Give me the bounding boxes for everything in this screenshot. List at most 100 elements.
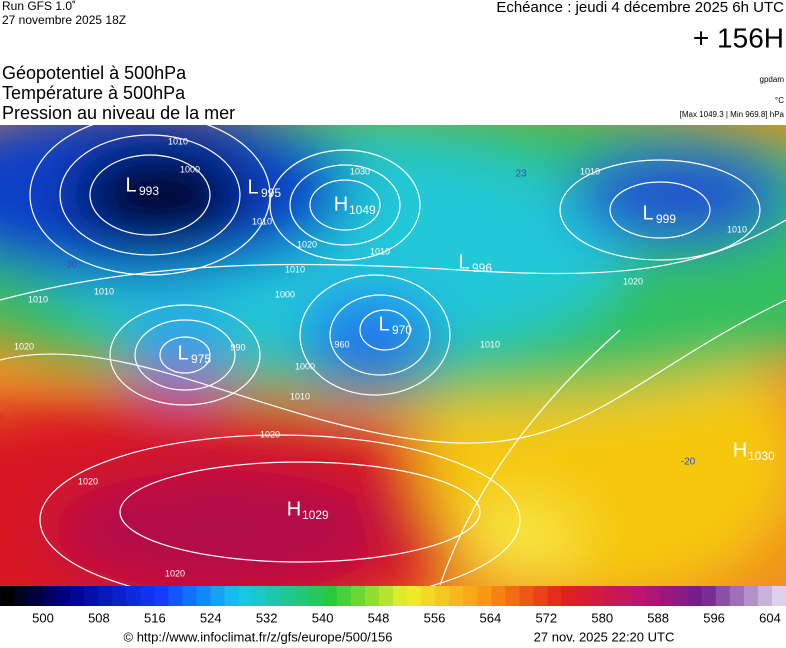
pressure-center-value: 1029 — [302, 508, 329, 522]
generated-time: 27 nov. 2025 22:20 UTC — [534, 629, 675, 644]
colorbar-swatch — [519, 586, 534, 606]
colorbar-swatch — [771, 586, 786, 606]
colorbar-swatch — [449, 586, 464, 606]
colorbar-swatch — [407, 586, 422, 606]
field-title: Température à 500hPa — [2, 83, 186, 103]
isobar-label: 960 — [334, 339, 349, 349]
isobars — [0, 125, 786, 586]
colorbar-swatch — [715, 586, 731, 606]
colorbar-swatch — [561, 586, 576, 606]
colorbar-swatch — [364, 586, 380, 606]
colorbar-swatch — [280, 586, 296, 606]
pressure-center-value: 999 — [656, 212, 676, 226]
isobar-label: 1010 — [94, 286, 114, 296]
colorbar-swatch — [645, 586, 661, 606]
colorbar-swatch — [603, 586, 619, 606]
colorbar-swatch — [336, 586, 352, 606]
colorbar-swatch — [252, 586, 268, 606]
colorbar-label: 604 — [759, 610, 781, 625]
colorbar-swatch — [294, 586, 310, 606]
colorbar-swatch — [14, 586, 29, 606]
lead-time: + 156H — [693, 22, 784, 53]
isobar-label: 1020 — [165, 568, 185, 578]
colorbar-swatch — [589, 586, 605, 606]
colorbar-label: 524 — [200, 610, 222, 625]
colorbar-swatch — [266, 586, 282, 606]
colorbar-swatch — [673, 586, 689, 606]
pressure-center-type: H — [334, 193, 348, 215]
colorbar-label: 556 — [424, 610, 446, 625]
colorbar-swatch — [505, 586, 520, 606]
colorbar-swatch — [757, 586, 773, 606]
colorbar-swatch — [56, 586, 71, 606]
colorbar-swatch — [168, 586, 183, 606]
isobar-label: 1020 — [297, 239, 317, 249]
field-title: Pression au niveau de la mer — [2, 103, 235, 123]
colorbar-label: 588 — [647, 610, 669, 625]
colorbar-swatch — [729, 586, 745, 606]
forecast-time: Echéance : jeudi 4 décembre 2025 6h UTC — [496, 0, 784, 16]
isobar-label: 1010 — [580, 166, 600, 176]
colorbar-swatch — [42, 586, 57, 606]
colorbar-swatch — [631, 586, 647, 606]
colorbar-swatch — [687, 586, 703, 606]
colorbar-swatch — [701, 586, 717, 606]
isobar-label: 1010 — [285, 264, 305, 274]
colorbar-swatch — [182, 586, 197, 606]
colorbar-swatch — [322, 586, 338, 606]
colorbar-swatch — [378, 586, 394, 606]
colorbar-swatch — [154, 586, 169, 606]
isobar-label: 1000 — [180, 164, 200, 174]
temperature-label: 23 — [515, 169, 527, 180]
colorbar-swatch — [547, 586, 562, 606]
colorbar-label: 580 — [591, 610, 613, 625]
colorbar-swatch — [196, 586, 212, 606]
colorbar-label: 572 — [535, 610, 557, 625]
colorbar-label: 564 — [480, 610, 502, 625]
pressure-center-type: H — [733, 439, 747, 461]
pressure-center-value: 970 — [392, 323, 412, 337]
pressure-range: [Max 1049.3 | Min 969.8] hPa — [680, 110, 785, 119]
colorbar-swatch — [350, 586, 366, 606]
pressure-center-type: H — [287, 498, 301, 520]
isobar-label: 1020 — [78, 476, 98, 486]
colorbar-swatch — [491, 586, 506, 606]
pressure-center-value: 995 — [261, 186, 281, 200]
colorbar-swatch — [533, 586, 548, 606]
pressure-center-value: 1049 — [349, 203, 376, 217]
colorbar-label: 508 — [88, 610, 110, 625]
colorbar-swatch — [743, 586, 759, 606]
pressure-center-type: L — [378, 313, 389, 335]
isobar-label: 1010 — [252, 216, 272, 226]
isobar-label: 1020 — [260, 429, 280, 439]
run-label: Run GFS 1.0˚ — [2, 0, 76, 13]
colorbar-swatch — [112, 586, 127, 606]
colorbar-swatch — [421, 586, 436, 606]
colorbar-swatch — [0, 586, 15, 606]
isobar-label: 1010 — [28, 294, 48, 304]
isobar-label: 1030 — [350, 166, 370, 176]
colorbar-swatch — [210, 586, 226, 606]
colorbar-label: 548 — [368, 610, 390, 625]
isobar-label: 1020 — [623, 276, 643, 286]
pressure-center-value: 975 — [191, 352, 211, 366]
field-shading — [0, 125, 786, 586]
pressure-center-type: L — [642, 202, 653, 224]
map — [0, 125, 786, 586]
isobar-label: 1000 — [275, 289, 295, 299]
colorbar-label: 500 — [32, 610, 54, 625]
colorbar-swatch — [224, 586, 240, 606]
colorbar-swatch — [477, 586, 492, 606]
isobar-label: 1010 — [168, 136, 188, 146]
colorbar-swatch — [435, 586, 450, 606]
pressure-center-type: L — [177, 342, 188, 364]
isobar-label: 1010 — [290, 391, 310, 401]
unit-label: °C — [775, 96, 784, 105]
run-date: 27 novembre 2025 18Z — [2, 13, 126, 27]
unit-label: gpdam — [760, 75, 785, 84]
pressure-center-value: 996 — [472, 261, 492, 275]
isobar-label: 1010 — [727, 224, 747, 234]
temperature-label: -20 — [681, 457, 696, 468]
pressure-center-type: L — [247, 176, 258, 198]
